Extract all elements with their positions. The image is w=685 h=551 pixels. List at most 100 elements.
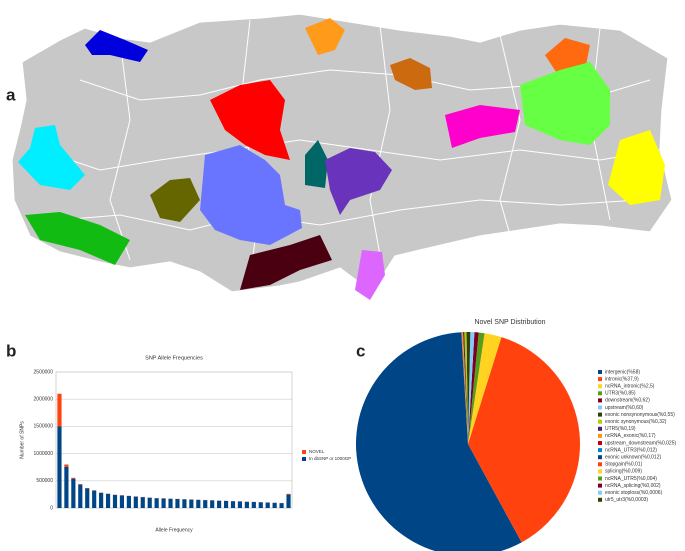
legend-label: ncRNA_intronic(%2,5) [605,384,655,390]
bar [265,502,270,508]
legend-swatch [302,457,306,461]
bar [217,500,222,508]
bar [78,484,83,485]
legend-swatch [598,405,602,410]
pie-slice [461,332,468,444]
province [305,18,345,55]
legend-swatch [598,497,602,502]
legend-label: exonic synonymous(%0,32) [605,419,667,425]
legend-label: Stopgain(%0,01) [605,462,643,468]
bar [99,492,104,508]
province [150,178,200,222]
legend-label: ncRNA_exonic(%0,17) [605,433,656,439]
panel-label: b [6,341,16,360]
y-tick-label: 2000000 [34,397,54,403]
map [11,13,673,300]
bar [133,496,138,508]
legend-swatch [598,469,602,474]
legend-label: upstream_downstream(%0,025) [605,440,676,446]
bar [286,494,291,508]
legend-label: UTR3(%0,85) [605,391,636,397]
panel-label: a [6,85,16,104]
pie-slice [461,332,468,444]
pie-slice [356,332,522,551]
chart-title: Novel SNP Distribution [474,319,545,326]
province [608,130,665,205]
pie-slice [461,332,468,444]
bar [168,498,173,508]
legend-swatch [598,441,602,445]
legend-label: ncRNA_UTR3(%0,012) [605,447,657,453]
chart-title: SNP Allele Frequencies [145,355,203,361]
legend-swatch [598,370,602,374]
legend-swatch [598,398,602,403]
legend-swatch [598,377,602,382]
pie-slice [462,332,468,444]
y-tick-label: 2500000 [34,369,54,375]
bar [57,426,62,508]
pie-slice [461,332,468,444]
legend-label: ncRNA_UTR5(%0,004) [605,476,657,482]
bar [189,499,194,508]
bar [279,503,284,508]
bar [203,500,208,508]
province [520,62,610,145]
legend-swatch [598,412,602,417]
map-border [109,39,131,261]
legend-label: intronic(%37,9) [605,376,639,382]
province [85,30,148,62]
pie-slice [466,332,471,444]
bar [272,502,277,508]
map-border [369,24,391,256]
bar [140,497,145,508]
bar [251,502,256,508]
axis-label: Number of SNPs [19,421,25,459]
bar [57,393,62,427]
bar [119,495,125,508]
axis-label: Allele Frequency [155,527,193,533]
pie-slice [461,332,468,444]
bar [161,498,166,508]
legend-label: intergenic(%58) [605,369,640,375]
legend-label: downstream(%0,62) [605,398,650,404]
legend-label: upstream(%0,60) [605,405,644,411]
map-border [59,199,641,231]
bar [237,501,243,508]
bar [196,499,201,508]
province [355,250,385,300]
map-border [39,139,661,171]
pie-slice [468,337,581,543]
bar [182,499,187,508]
province [240,235,332,290]
province [390,58,432,90]
bar [126,496,131,508]
bar [286,493,291,495]
legend-label: exonic unknown(%0,012) [605,455,661,461]
legend-label: exonic nonsynonymous(%0,55) [605,412,675,418]
bar [154,498,159,508]
plot-area [55,371,293,509]
province [18,125,85,190]
legend-label: splicing(%0,009) [605,469,642,475]
bar [71,477,76,479]
province [305,140,328,188]
legend-swatch [598,483,602,488]
bar [64,464,69,467]
pie-slice [461,332,468,444]
map-border [499,34,521,236]
legend-swatch [598,476,602,481]
legend-swatch [598,490,602,495]
province [200,145,302,245]
bar [71,478,76,508]
pie-slice [468,332,475,444]
legend-label: NOVEL [309,449,325,454]
province [325,148,392,215]
bar [230,501,236,508]
bar [223,500,229,508]
legend-label: In dbSNP or 1000GP [309,456,351,461]
bar [258,502,263,508]
pie-slice [461,332,468,444]
legend-swatch [598,455,602,460]
y-tick-label: 1500000 [34,424,54,430]
